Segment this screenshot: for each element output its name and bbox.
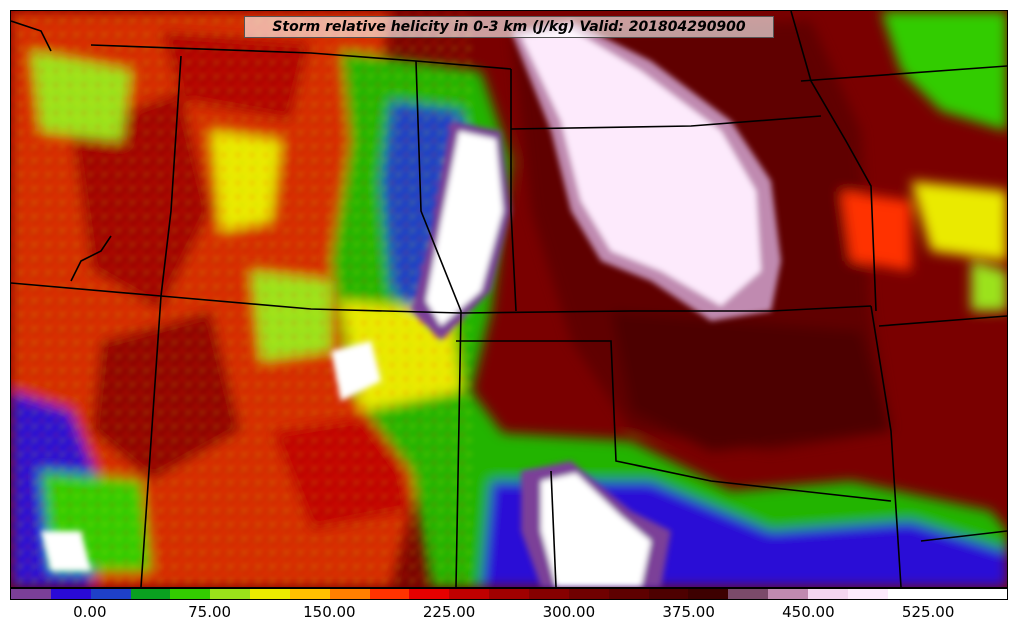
colorbar-segment (369, 589, 410, 599)
colorbar-segment (449, 589, 490, 599)
colorbar-segment (210, 589, 251, 599)
helicity-field (11, 11, 1007, 587)
colorbar-segment (409, 589, 450, 599)
helicity-map (10, 10, 1008, 588)
colorbar-segment (768, 589, 808, 599)
colorbar-segment (688, 589, 729, 599)
colorbar-tick-label: 300.00 (542, 603, 596, 621)
colorbar-segment (11, 589, 51, 599)
colorbar-tick-label: 75.00 (188, 603, 232, 621)
state-borders (11, 11, 1007, 587)
colorbar-segment (847, 589, 888, 599)
colorbar-segment (728, 589, 769, 599)
colorbar-segment (90, 589, 131, 599)
colorbar-labels: 0.00 75.00 150.00 225.00 300.00 375.00 450.00 5… (10, 601, 1008, 625)
colorbar-segment (289, 589, 330, 599)
colorbar-tick-label: 450.00 (782, 603, 835, 621)
colorbar-tick-label: 225.00 (422, 603, 476, 621)
colorbar-segment (608, 589, 649, 599)
map-title: Storm relative helicity in 0-3 km (J/kg)… (244, 16, 774, 38)
colorbar-segment (887, 589, 928, 599)
colorbar-segment (528, 589, 569, 599)
colorbar-segment (927, 589, 968, 599)
detail-layer (11, 11, 781, 587)
colorbar-segment (329, 589, 370, 599)
colorbar-segment (648, 589, 689, 599)
colorbar-segment (170, 589, 211, 599)
colorbar (10, 588, 1008, 600)
colorbar-segment (807, 589, 848, 599)
colorbar-tick-label: 375.00 (662, 603, 715, 621)
colorbar-segment (250, 589, 290, 599)
colorbar-segment (967, 589, 1008, 599)
colorbar-segment (50, 589, 91, 599)
colorbar-tick-label: 0.00 (73, 603, 107, 621)
colorbar-tick-label: 150.00 (303, 603, 356, 621)
colorbar-tick-label: 525.00 (901, 603, 955, 621)
colorbar-segment (568, 589, 609, 599)
colorbar-segment (130, 589, 171, 599)
colorbar-segment (489, 589, 529, 599)
